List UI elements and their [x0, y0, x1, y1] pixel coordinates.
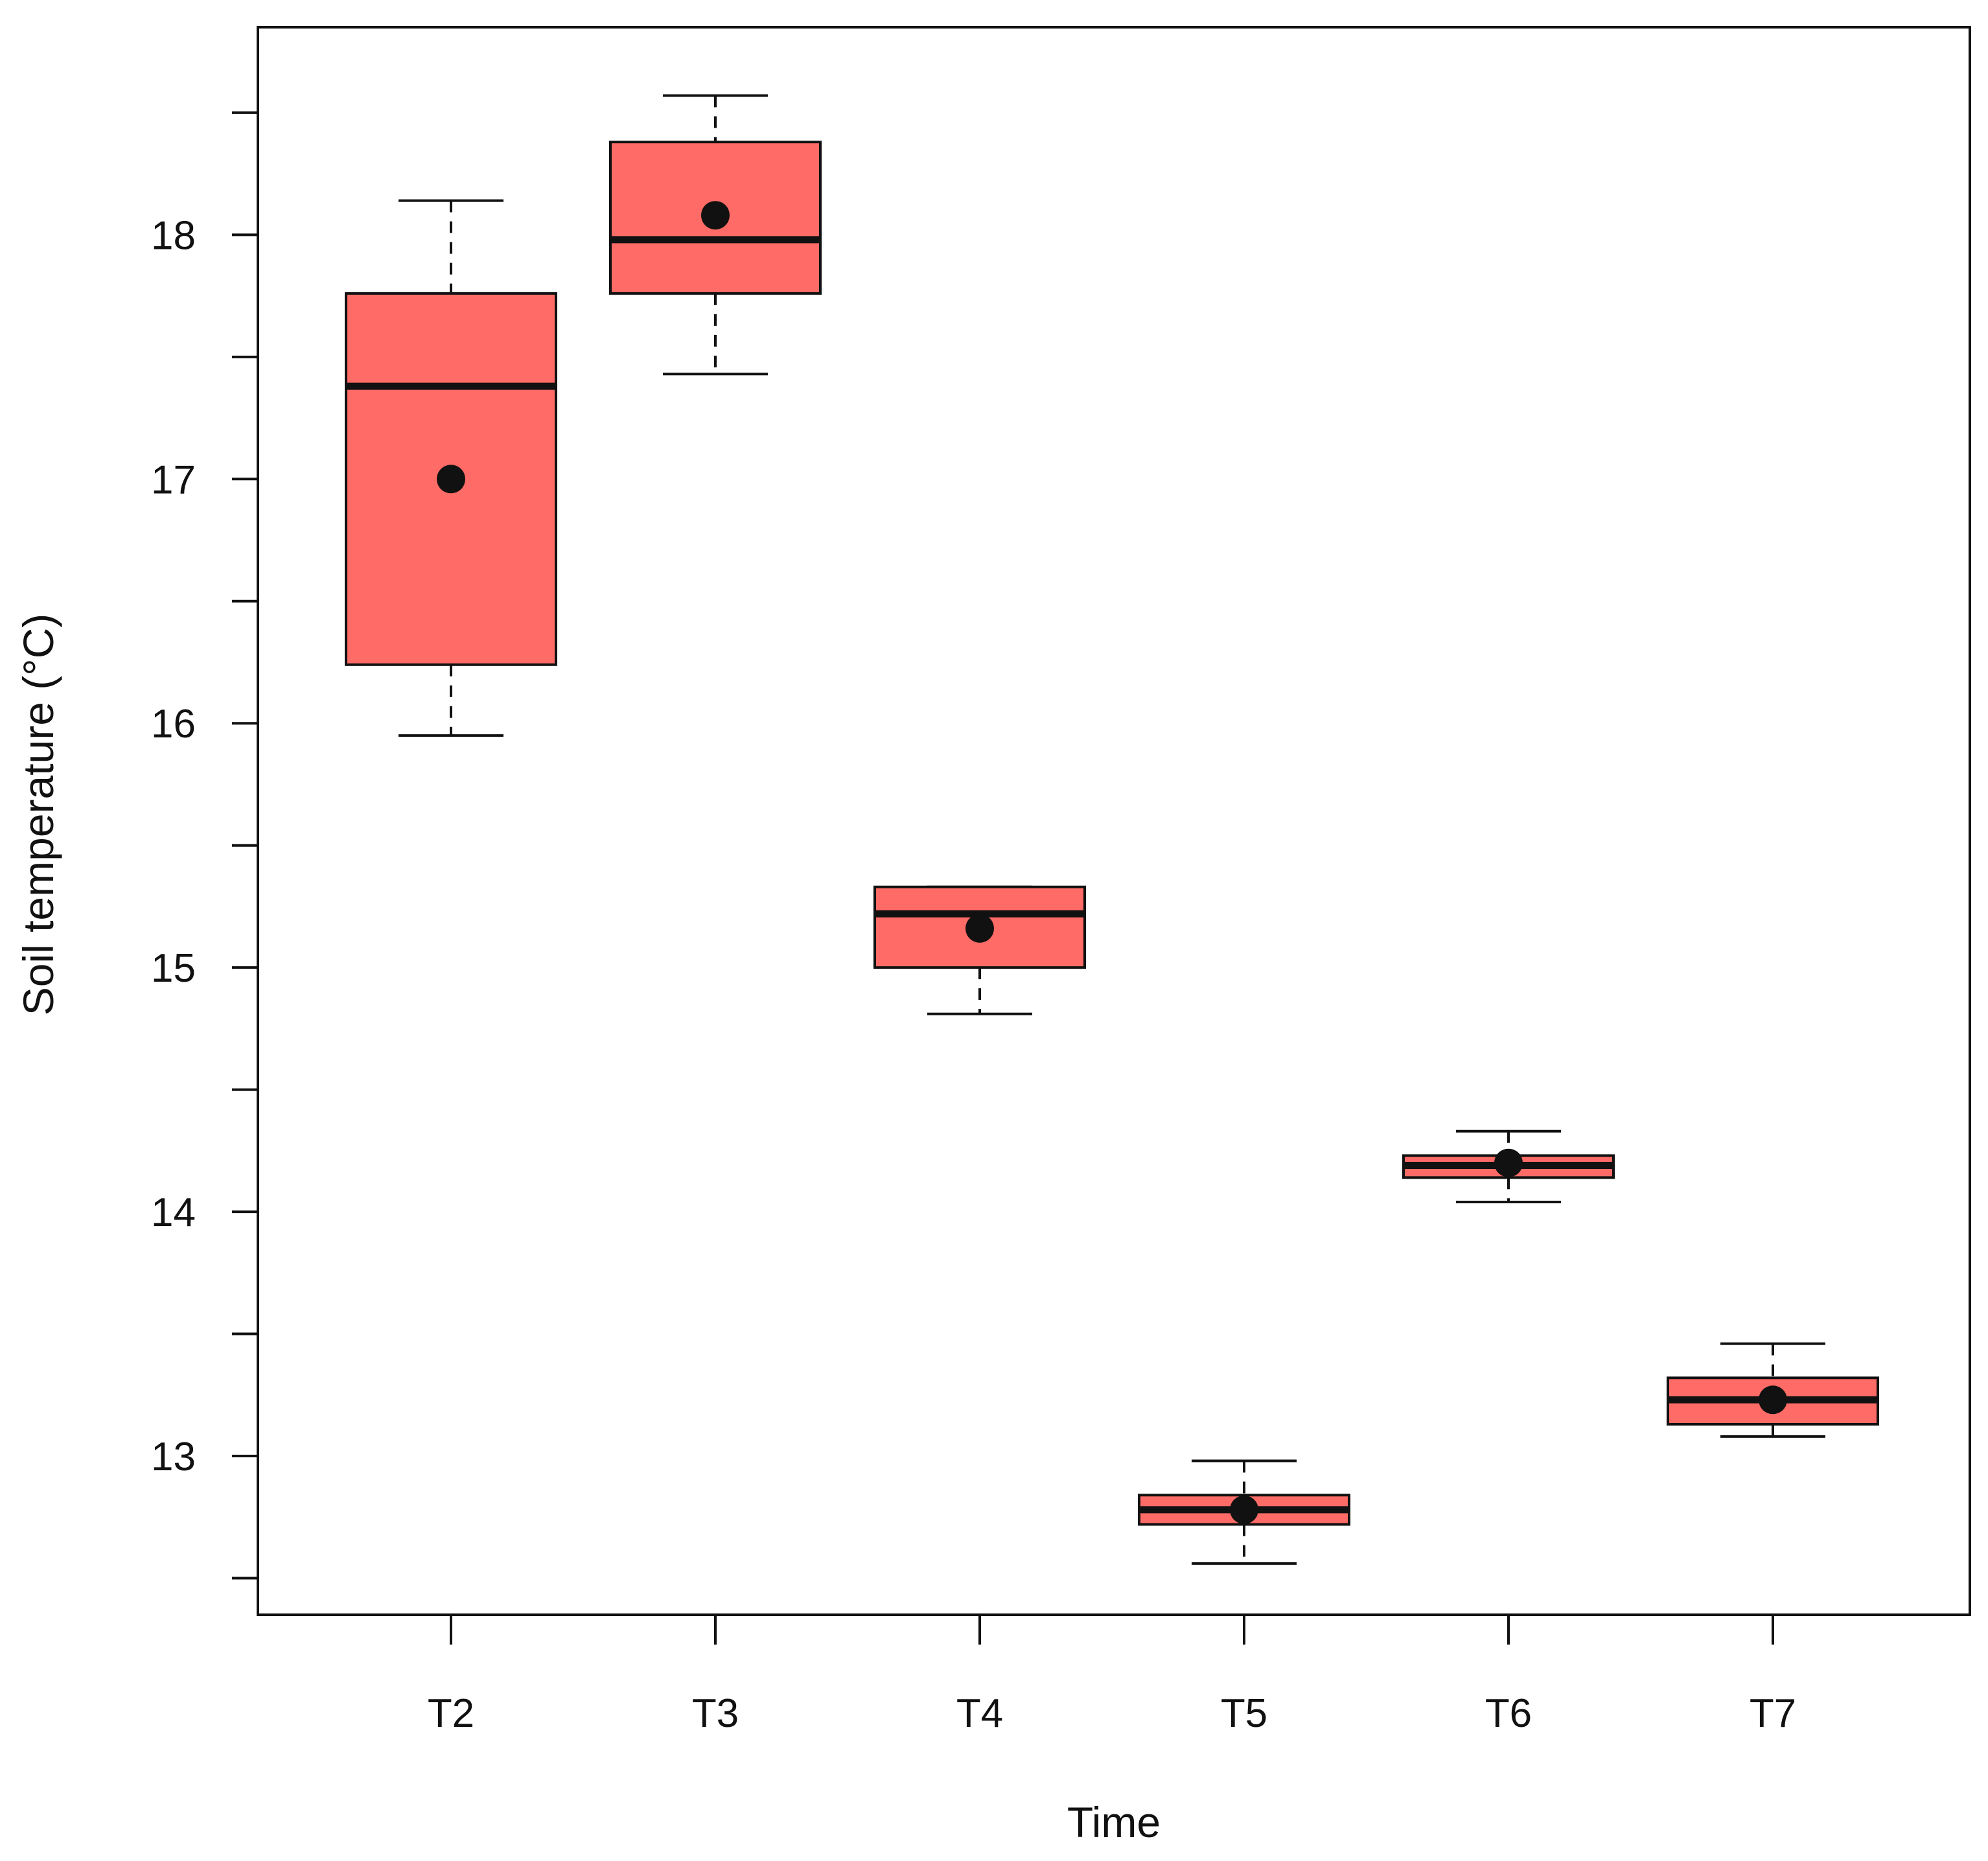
y-tick-label: 13	[151, 1435, 196, 1479]
x-axis: T2 T3 T4 T5 T6 T7	[428, 1615, 1796, 1736]
y-tick-label: 16	[151, 702, 196, 746]
mean-point	[1759, 1385, 1787, 1415]
mean-point	[1230, 1495, 1258, 1524]
x-tick-label: T6	[1485, 1691, 1532, 1736]
plot-frame	[257, 26, 1971, 1616]
box-T5	[1138, 1459, 1350, 1565]
mean-point	[965, 914, 994, 943]
box-T3	[609, 94, 822, 376]
x-tick-label: T4	[956, 1691, 1003, 1736]
box-T7	[1667, 1342, 1879, 1438]
box-T2	[345, 199, 557, 737]
box-T6	[1402, 1129, 1615, 1203]
box-T4	[873, 885, 1086, 1015]
x-tick-label: T2	[428, 1691, 474, 1736]
mean-point	[1494, 1148, 1523, 1177]
y-tick-label: 15	[151, 946, 196, 991]
mean-point	[437, 465, 465, 494]
y-tick-label: 14	[151, 1190, 196, 1235]
x-tick-label: T7	[1750, 1691, 1796, 1736]
box-series	[345, 94, 1879, 1565]
x-tick-label: T3	[692, 1691, 739, 1736]
mean-point	[701, 201, 730, 230]
y-tick-label: 17	[151, 457, 196, 502]
y-axis-title: Soil temperature (°C)	[14, 614, 62, 1016]
y-axis: 13 14 15 16 17 18	[151, 111, 258, 1580]
y-tick-label: 18	[151, 213, 196, 258]
x-tick-label: T5	[1221, 1691, 1267, 1736]
x-axis-title: Time	[1067, 1798, 1161, 1846]
